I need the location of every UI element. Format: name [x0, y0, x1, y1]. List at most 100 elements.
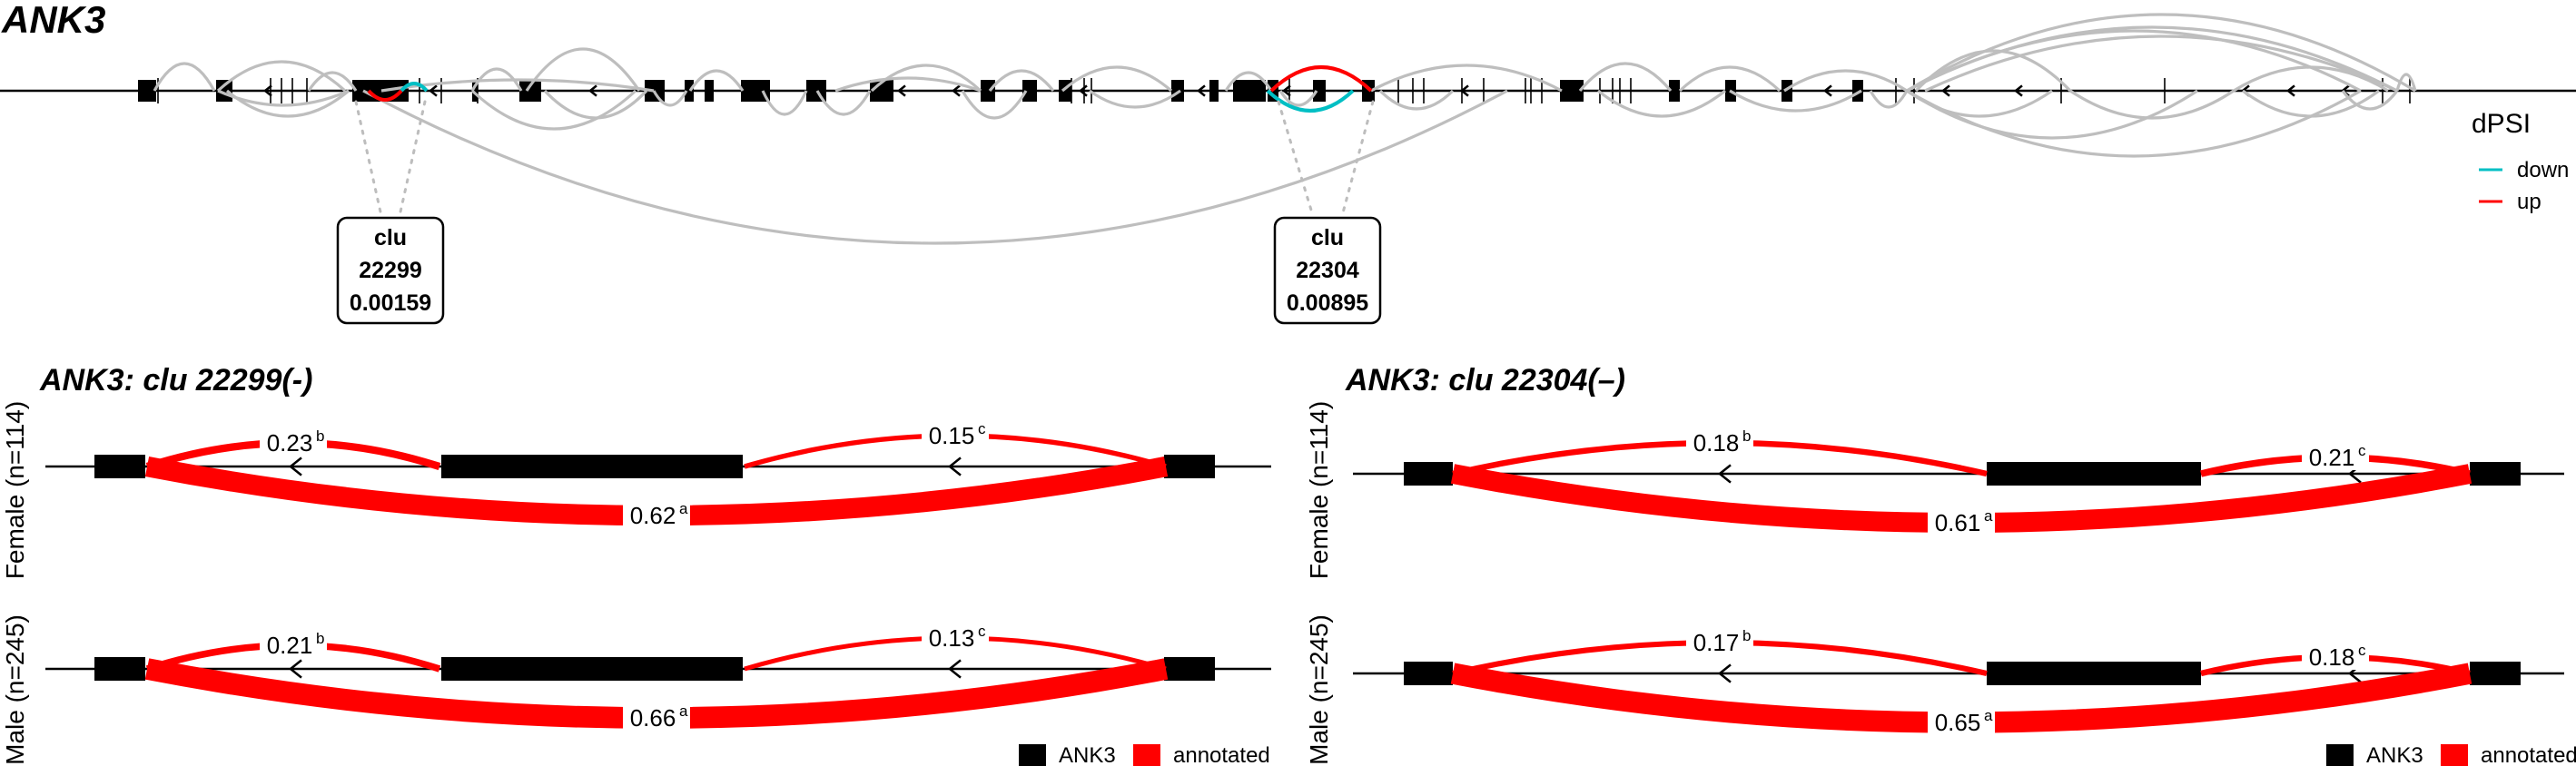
junction-arc — [834, 76, 982, 93]
junction-arc — [988, 69, 1055, 92]
junction-arc — [543, 89, 648, 120]
cluster-leader-line — [1277, 100, 1315, 218]
exon-block — [1022, 80, 1037, 102]
legend-gene-key — [1019, 744, 1046, 766]
junction-arc — [1906, 29, 2362, 93]
exon-block — [677, 657, 743, 681]
junction-value-label: 0.23 — [267, 429, 313, 457]
junction-label-bg — [1928, 506, 1995, 535]
cluster-callout-pvalue: 0.00895 — [1287, 290, 1368, 316]
exon-block — [94, 455, 145, 478]
strand-arrow — [1717, 464, 1732, 484]
exon-block — [2470, 462, 2521, 486]
dpsi-legend-title: dPSI — [2472, 109, 2531, 139]
strand-arrow — [587, 84, 597, 97]
junction-arc — [1378, 89, 1455, 111]
exon-block — [1164, 657, 1215, 681]
junction-value-label: 0.18 — [1693, 429, 1740, 457]
junction-label-bg — [260, 629, 327, 658]
junction-label-bg — [623, 499, 690, 528]
strand-arrow — [1281, 84, 1291, 97]
junction-arc — [2341, 90, 2399, 111]
junction-arc — [1061, 65, 1173, 93]
junction-value-label: 0.15 — [929, 422, 975, 449]
exon-block — [138, 80, 156, 102]
legend-annotated-label: annotated — [1173, 743, 1270, 766]
cluster-callout: clu 22299 0.00159 — [336, 216, 445, 325]
cluster-leader-line — [398, 100, 427, 218]
junction-label-bg — [623, 702, 690, 731]
exon-block — [472, 80, 478, 102]
gene-title: ANK3 — [1, 0, 105, 41]
junction-arc — [761, 90, 808, 116]
sashimi-track-male: 0.21 b 0.13 c 0.66 a — [45, 622, 1271, 732]
cluster-callout-box — [1273, 216, 1382, 325]
junction-arc — [1924, 34, 2398, 93]
exon-block — [1669, 80, 1680, 102]
junction-annotation-letter: b — [316, 427, 324, 445]
strand-arrow — [2013, 84, 2023, 97]
cluster-junction-arc — [367, 89, 403, 102]
exon-block — [441, 657, 677, 681]
panel-legend: ANK3 annotated — [2326, 743, 2576, 766]
panel-title: ANK3: clu 22304(–) — [1345, 363, 1625, 398]
junction-annotation-letter: a — [679, 500, 688, 517]
strand-arrow — [288, 659, 302, 679]
cluster-junction-arc — [400, 82, 429, 93]
facet-label-male: Male (n=245) — [1305, 614, 1333, 765]
cluster-callout: clu 22304 0.00895 — [1273, 216, 1382, 325]
junction-value-label: 0.21 — [2309, 444, 2355, 471]
legend-annotated-label: annotated — [2481, 743, 2576, 766]
junction-arc — [470, 67, 523, 92]
strand-arrow — [1078, 84, 1088, 97]
junction-arc — [2233, 65, 2389, 93]
junction-arc — [380, 78, 655, 93]
junction-annotation-letter: a — [679, 702, 688, 720]
legend-gene-label: ANK3 — [2366, 743, 2423, 766]
junction-annotation-letter: b — [1742, 427, 1751, 445]
junction-arc — [1370, 64, 1563, 93]
junction-arc — [1906, 13, 2416, 93]
junction-arc — [1089, 89, 1181, 109]
legend-annotated-key — [1133, 744, 1160, 766]
junction-label-bg — [2302, 441, 2369, 470]
junction-arc — [1906, 89, 2362, 158]
exon-block — [1164, 455, 1215, 478]
junction-value-label: 0.66 — [630, 704, 676, 732]
exon-block — [94, 657, 145, 681]
exon-block — [1059, 80, 1071, 102]
exon-block — [1171, 80, 1184, 102]
strand-arrow — [951, 84, 961, 97]
junction-value-label: 0.17 — [1693, 629, 1740, 656]
junction-arc — [217, 89, 350, 107]
exon-block — [1404, 462, 1453, 486]
junction-arc — [688, 69, 745, 92]
strand-arrow — [1196, 84, 1206, 97]
junction-arc — [1729, 89, 1862, 113]
junction-label-bg — [260, 427, 327, 456]
cluster-callout-box — [336, 216, 445, 325]
junction-arc — [153, 62, 216, 92]
exon-block — [1233, 80, 1266, 102]
junction-label-bg — [922, 622, 989, 651]
cluster-callout-label: clu — [1311, 225, 1344, 250]
cluster-callout-pvalue: 0.00159 — [350, 290, 431, 316]
junction-label-bg — [922, 419, 989, 448]
exon-block — [705, 80, 714, 102]
legend-annotated-key — [2441, 744, 2468, 766]
junction-arc — [362, 89, 1508, 245]
cluster-junction-arc — [1269, 65, 1373, 93]
junction-arc — [1783, 69, 1908, 93]
strand-arrow — [288, 457, 302, 476]
junction-value-label: 0.21 — [267, 632, 313, 659]
junction-label-bg — [2302, 641, 2369, 670]
junction-arc — [2242, 89, 2380, 118]
legend-gene-key — [2326, 744, 2354, 766]
sashimi-track-female: 0.18 b 0.21 c 0.61 a — [1353, 427, 2564, 536]
junction-arc — [216, 60, 347, 93]
exon-block — [1852, 80, 1863, 102]
junction-annotation-letter: c — [978, 420, 986, 437]
junction-annotation-letter: b — [1742, 627, 1751, 644]
junction-value-label: 0.65 — [1935, 709, 1981, 736]
